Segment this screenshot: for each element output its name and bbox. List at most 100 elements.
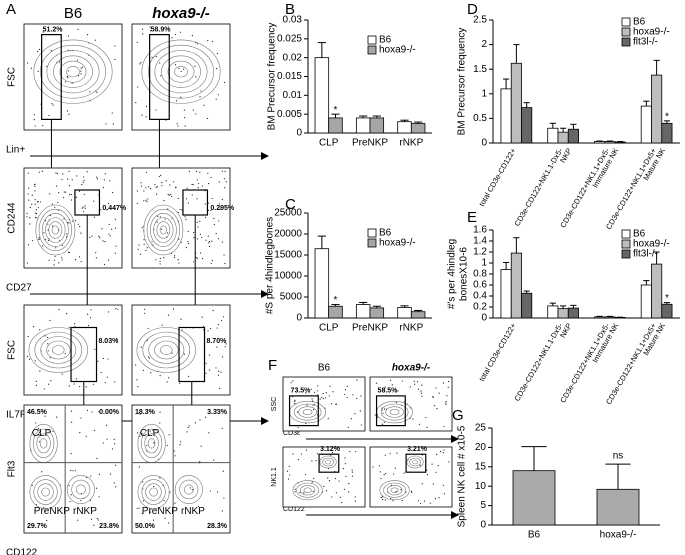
- event-dot: [359, 410, 362, 412]
- event-dot: [423, 500, 426, 502]
- plot-frame: [23, 304, 123, 396]
- contour: [36, 433, 51, 454]
- contour: [148, 44, 214, 99]
- event-dot: [396, 452, 398, 454]
- event-dot: [51, 203, 54, 205]
- event-dot: [397, 390, 399, 392]
- event-dot: [71, 179, 73, 181]
- event-dot: [435, 471, 437, 473]
- event-dot: [87, 324, 90, 327]
- bar: [567, 128, 579, 144]
- event-dot: [205, 362, 207, 365]
- event-dot: [221, 241, 224, 243]
- event-dot: [155, 109, 157, 111]
- event-dot: [31, 194, 33, 196]
- event-dot: [39, 329, 41, 331]
- event-dot: [354, 496, 356, 498]
- x-axis-label: CD122: [283, 506, 305, 513]
- event-dot: [149, 511, 152, 513]
- x-tick-label: rNKP: [399, 138, 423, 149]
- event-dot: [139, 435, 141, 437]
- y-tick-label: 1: [481, 88, 487, 99]
- event-dot: [207, 235, 209, 237]
- event-dot: [181, 209, 183, 211]
- event-dot: [182, 68, 185, 70]
- event-dot: [63, 218, 65, 220]
- contour: [296, 482, 319, 498]
- event-dot: [188, 170, 190, 172]
- event-dot: [98, 496, 100, 498]
- event-dot: [207, 40, 209, 42]
- event-dot: [299, 491, 301, 494]
- event-dot: [108, 233, 110, 235]
- event-dot: [72, 470, 74, 472]
- event-dot: [145, 199, 147, 201]
- event-dot: [217, 238, 219, 240]
- bar: [596, 488, 640, 526]
- event-dot: [68, 185, 71, 187]
- event-dot: [151, 241, 153, 243]
- event-dot: [356, 379, 358, 381]
- event-dot: [92, 383, 94, 385]
- event-dot: [109, 473, 112, 475]
- event-dot: [100, 209, 102, 211]
- event-dot: [176, 123, 178, 125]
- y-tick-label: 0.015: [277, 71, 302, 82]
- event-dot: [80, 232, 82, 234]
- contour: [41, 213, 69, 247]
- plot-frame: [282, 376, 366, 432]
- bar: [604, 141, 616, 144]
- event-dot: [171, 195, 173, 198]
- event-dot: [108, 223, 110, 226]
- event-dot: [411, 491, 413, 493]
- event-dot: [44, 220, 47, 222]
- legend-label: B6: [633, 229, 646, 240]
- contour: [141, 39, 221, 104]
- event-dot: [218, 220, 220, 222]
- event-dot: [400, 488, 402, 491]
- legend-label: B6: [379, 228, 392, 239]
- bar: [521, 107, 533, 144]
- plot-frame: [23, 404, 123, 534]
- event-dot: [313, 391, 316, 393]
- event-dot: [30, 67, 32, 69]
- bars: [500, 44, 673, 144]
- event-dot: [335, 492, 337, 494]
- event-dot: [89, 236, 91, 239]
- event-dot: [49, 357, 51, 359]
- event-dot: [317, 394, 319, 396]
- event-dot: [392, 500, 394, 502]
- gate-percent: 8.70%: [206, 338, 227, 345]
- event-dot: [325, 392, 327, 394]
- bar: [604, 316, 616, 319]
- event-dot: [106, 438, 108, 440]
- event-dot: [163, 199, 165, 202]
- event-dot: [32, 326, 35, 328]
- event-dot: [78, 190, 80, 192]
- event-dot: [208, 245, 210, 247]
- contour: [142, 331, 191, 369]
- event-dot: [76, 59, 78, 61]
- event-dot: [170, 193, 172, 196]
- event-dot: [39, 201, 42, 203]
- population-label: PreNKP: [34, 506, 70, 517]
- event-dot: [206, 117, 209, 120]
- event-dot: [66, 75, 68, 78]
- event-dot: [112, 191, 114, 194]
- population-label: CLP: [32, 428, 52, 439]
- annotation: *: [665, 112, 669, 123]
- event-dot: [218, 203, 220, 205]
- event-dot: [426, 426, 428, 428]
- x-axis-label: CD122: [6, 548, 38, 555]
- event-dot: [208, 240, 211, 243]
- x-tick-label: PreNKP: [352, 323, 388, 334]
- event-dot: [445, 403, 447, 405]
- y-tick-label: 5: [480, 500, 486, 511]
- event-dot: [417, 500, 420, 502]
- event-dot: [64, 81, 67, 83]
- contour: [389, 409, 400, 416]
- event-dot: [210, 262, 212, 265]
- event-dot: [83, 176, 85, 178]
- event-dot: [185, 247, 188, 249]
- event-dot: [33, 183, 36, 186]
